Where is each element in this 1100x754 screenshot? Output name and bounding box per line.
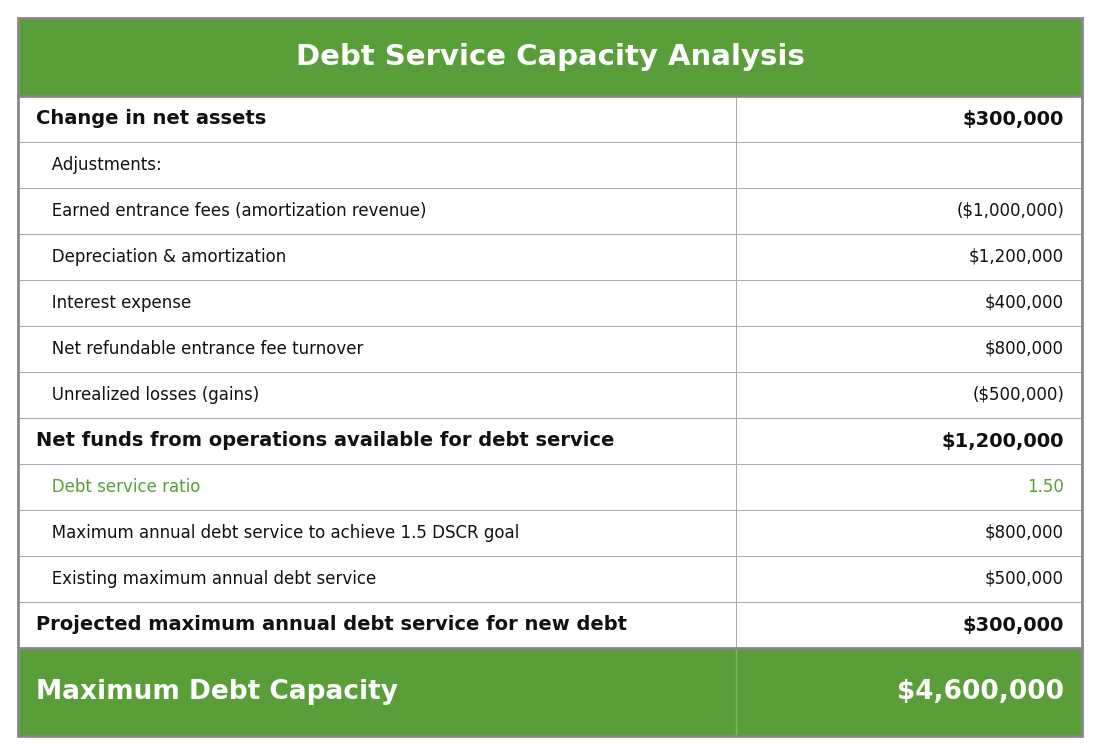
Bar	[18, 510, 1082, 556]
Text: Debt Service Capacity Analysis: Debt Service Capacity Analysis	[296, 43, 804, 71]
Text: Debt service ratio: Debt service ratio	[36, 478, 200, 496]
Text: 1.50: 1.50	[1027, 478, 1064, 496]
Bar	[18, 326, 1082, 372]
Text: Adjustments:: Adjustments:	[36, 156, 162, 174]
Bar	[18, 188, 1082, 234]
Text: Projected maximum annual debt service for new debt: Projected maximum annual debt service fo…	[36, 615, 627, 635]
Text: ($500,000): ($500,000)	[972, 386, 1064, 404]
Bar	[18, 372, 1082, 418]
Bar	[18, 464, 1082, 510]
Text: Change in net assets: Change in net assets	[36, 109, 266, 128]
Text: $300,000: $300,000	[962, 109, 1064, 128]
Bar	[18, 602, 1082, 648]
Text: Net funds from operations available for debt service: Net funds from operations available for …	[36, 431, 615, 450]
Text: $1,200,000: $1,200,000	[942, 431, 1064, 450]
Text: Net refundable entrance fee turnover: Net refundable entrance fee turnover	[36, 340, 363, 358]
Text: $400,000: $400,000	[984, 294, 1064, 312]
Bar	[18, 556, 1082, 602]
Text: $500,000: $500,000	[984, 570, 1064, 588]
Text: ($1,000,000): ($1,000,000)	[956, 202, 1064, 220]
Bar	[18, 648, 1082, 736]
Bar	[18, 418, 1082, 464]
Text: $1,200,000: $1,200,000	[969, 248, 1064, 266]
Text: $4,600,000: $4,600,000	[896, 679, 1064, 705]
Bar	[18, 280, 1082, 326]
Bar	[18, 142, 1082, 188]
Text: Earned entrance fees (amortization revenue): Earned entrance fees (amortization reven…	[36, 202, 427, 220]
Text: Unrealized losses (gains): Unrealized losses (gains)	[36, 386, 260, 404]
Bar	[18, 96, 1082, 142]
Text: $800,000: $800,000	[984, 340, 1064, 358]
Bar	[18, 18, 1082, 96]
Text: Depreciation & amortization: Depreciation & amortization	[36, 248, 286, 266]
Text: Existing maximum annual debt service: Existing maximum annual debt service	[36, 570, 376, 588]
Text: Maximum Debt Capacity: Maximum Debt Capacity	[36, 679, 398, 705]
Text: Maximum annual debt service to achieve 1.5 DSCR goal: Maximum annual debt service to achieve 1…	[36, 524, 519, 542]
Text: $300,000: $300,000	[962, 615, 1064, 635]
Bar	[18, 234, 1082, 280]
Text: Interest expense: Interest expense	[36, 294, 191, 312]
Text: $800,000: $800,000	[984, 524, 1064, 542]
